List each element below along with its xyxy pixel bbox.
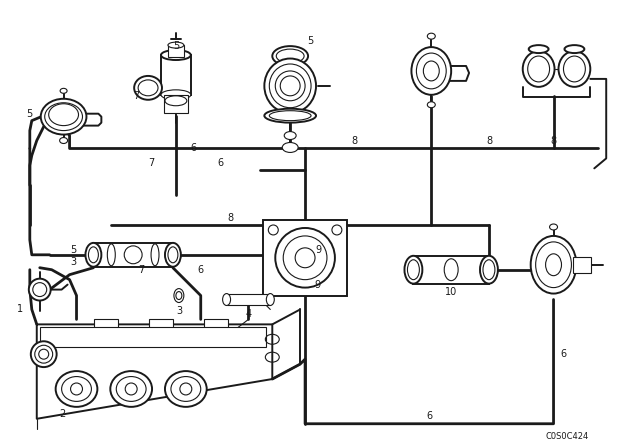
Ellipse shape — [564, 45, 584, 53]
Text: 5: 5 — [70, 245, 77, 255]
Ellipse shape — [282, 142, 298, 152]
Ellipse shape — [559, 51, 590, 87]
Ellipse shape — [60, 138, 68, 143]
Text: 5: 5 — [307, 36, 313, 46]
Text: 6: 6 — [198, 265, 204, 275]
Circle shape — [39, 349, 49, 359]
Ellipse shape — [523, 51, 554, 87]
Ellipse shape — [480, 256, 498, 284]
Ellipse shape — [29, 279, 51, 301]
Text: 8: 8 — [550, 136, 557, 146]
Circle shape — [332, 225, 342, 235]
Bar — [204, 319, 228, 329]
Ellipse shape — [31, 341, 57, 367]
Text: 6: 6 — [561, 349, 566, 359]
Bar — [227, 293, 270, 306]
Text: C0S0C424: C0S0C424 — [545, 432, 588, 441]
Text: 10: 10 — [445, 287, 458, 297]
Text: 7: 7 — [138, 265, 144, 275]
Ellipse shape — [412, 47, 451, 95]
Bar — [164, 95, 188, 113]
Ellipse shape — [531, 236, 577, 293]
Text: 8: 8 — [352, 136, 358, 146]
Text: 6: 6 — [218, 159, 224, 168]
Circle shape — [295, 248, 315, 268]
Circle shape — [70, 383, 83, 395]
Ellipse shape — [41, 99, 86, 134]
Ellipse shape — [264, 59, 316, 113]
Ellipse shape — [86, 243, 101, 267]
Ellipse shape — [284, 132, 296, 139]
Ellipse shape — [124, 246, 142, 264]
Ellipse shape — [266, 293, 275, 306]
Ellipse shape — [60, 88, 67, 93]
Circle shape — [125, 383, 137, 395]
Bar — [168, 45, 184, 57]
Ellipse shape — [223, 293, 230, 306]
Ellipse shape — [168, 42, 184, 48]
Ellipse shape — [110, 371, 152, 407]
Text: 7: 7 — [133, 91, 140, 101]
Text: 6: 6 — [191, 143, 197, 154]
Ellipse shape — [56, 371, 97, 407]
Circle shape — [180, 383, 192, 395]
Bar — [149, 319, 173, 329]
Ellipse shape — [428, 33, 435, 39]
Ellipse shape — [272, 46, 308, 66]
Circle shape — [280, 76, 300, 96]
Text: 3: 3 — [176, 306, 182, 316]
Ellipse shape — [550, 224, 557, 230]
Text: 1: 1 — [17, 305, 23, 314]
Text: 6: 6 — [426, 411, 433, 421]
Text: 7: 7 — [148, 159, 154, 168]
Ellipse shape — [161, 50, 191, 60]
Ellipse shape — [404, 256, 422, 284]
Ellipse shape — [428, 102, 435, 108]
Circle shape — [268, 225, 278, 235]
Ellipse shape — [174, 289, 184, 302]
Ellipse shape — [165, 243, 181, 267]
Text: 8: 8 — [486, 136, 492, 146]
Bar — [413, 256, 489, 284]
Text: 9: 9 — [315, 245, 321, 255]
Circle shape — [284, 236, 327, 280]
Text: 5: 5 — [173, 41, 179, 51]
Text: 3: 3 — [70, 257, 77, 267]
Bar — [263, 220, 347, 296]
Ellipse shape — [529, 45, 548, 53]
Ellipse shape — [165, 371, 207, 407]
Circle shape — [275, 228, 335, 288]
Bar — [573, 257, 591, 273]
Ellipse shape — [264, 109, 316, 123]
Text: 5: 5 — [27, 109, 33, 119]
Text: 4: 4 — [245, 310, 252, 319]
Bar — [95, 319, 118, 329]
Bar — [40, 327, 266, 347]
Text: 2: 2 — [60, 409, 66, 419]
Ellipse shape — [134, 76, 162, 100]
Ellipse shape — [161, 90, 191, 100]
Bar — [93, 243, 173, 267]
Bar — [161, 55, 191, 95]
Text: 9: 9 — [314, 280, 320, 289]
Text: 8: 8 — [227, 213, 234, 223]
